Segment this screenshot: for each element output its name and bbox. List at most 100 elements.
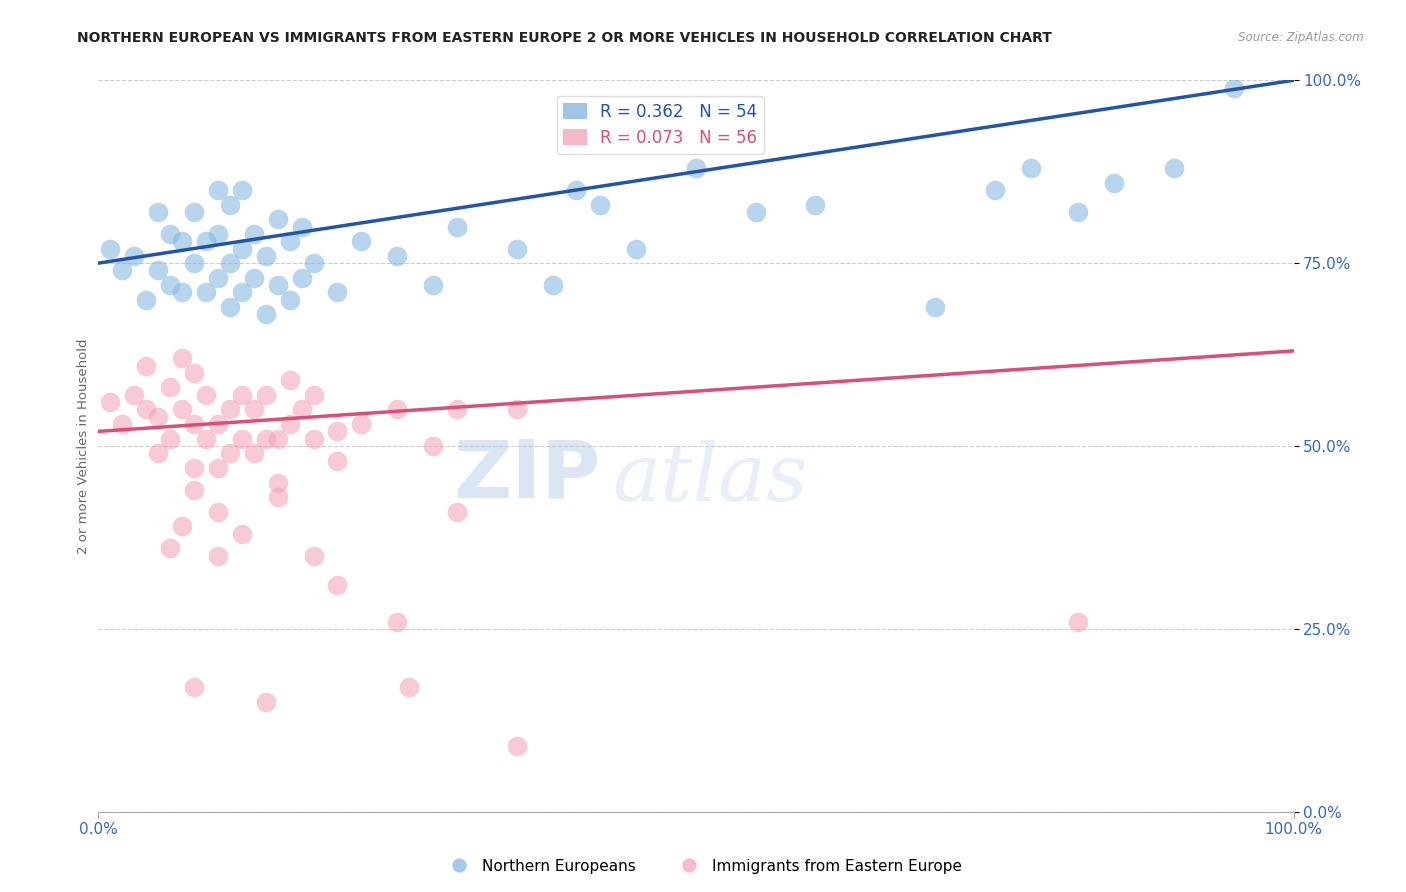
- Point: [195, 388, 218, 402]
- Point: [148, 409, 170, 424]
- Point: [98, 395, 122, 409]
- Point: [385, 402, 409, 417]
- Point: [183, 366, 205, 380]
- Y-axis label: 2 or more Vehicles in Household: 2 or more Vehicles in Household: [77, 338, 90, 554]
- Point: [231, 183, 253, 197]
- Point: [278, 417, 301, 431]
- Point: [804, 197, 827, 211]
- Point: [207, 505, 229, 519]
- Point: [278, 373, 301, 387]
- Point: [111, 417, 134, 431]
- Point: [565, 183, 588, 197]
- Point: [207, 549, 229, 563]
- Point: [385, 615, 409, 629]
- Point: [506, 242, 529, 256]
- Point: [207, 227, 229, 241]
- Point: [243, 446, 266, 460]
- Point: [302, 388, 325, 402]
- Point: [207, 417, 229, 431]
- Point: [124, 388, 146, 402]
- Point: [291, 270, 314, 285]
- Point: [183, 256, 205, 270]
- Point: [291, 219, 314, 234]
- Point: [1067, 205, 1090, 219]
- Text: ZIP: ZIP: [453, 436, 600, 515]
- Point: [195, 285, 218, 300]
- Point: [135, 359, 157, 373]
- Point: [267, 475, 290, 490]
- Point: [685, 161, 707, 175]
- Text: atlas: atlas: [613, 440, 807, 517]
- Point: [183, 483, 205, 497]
- Point: [183, 461, 205, 475]
- Legend: Northern Europeans, Immigrants from Eastern Europe: Northern Europeans, Immigrants from East…: [437, 853, 969, 880]
- Point: [135, 402, 157, 417]
- Point: [302, 432, 325, 446]
- Point: [267, 490, 290, 504]
- Point: [219, 446, 242, 460]
- Point: [172, 519, 194, 533]
- Point: [589, 197, 612, 211]
- Point: [278, 234, 301, 248]
- Point: [267, 278, 290, 293]
- Point: [183, 417, 205, 431]
- Point: [254, 307, 277, 321]
- Point: [195, 432, 218, 446]
- Point: [422, 278, 444, 293]
- Point: [172, 351, 194, 366]
- Point: [159, 541, 181, 556]
- Point: [183, 681, 205, 695]
- Point: [254, 695, 277, 709]
- Point: [350, 417, 373, 431]
- Point: [172, 285, 194, 300]
- Point: [302, 549, 325, 563]
- Point: [446, 219, 468, 234]
- Point: [1163, 161, 1185, 175]
- Point: [231, 242, 253, 256]
- Point: [1223, 80, 1246, 95]
- Point: [267, 212, 290, 227]
- Point: [159, 380, 181, 394]
- Point: [1104, 176, 1126, 190]
- Text: NORTHERN EUROPEAN VS IMMIGRANTS FROM EASTERN EUROPE 2 OR MORE VEHICLES IN HOUSEH: NORTHERN EUROPEAN VS IMMIGRANTS FROM EAS…: [77, 31, 1052, 45]
- Point: [626, 242, 648, 256]
- Point: [172, 234, 194, 248]
- Point: [124, 249, 146, 263]
- Point: [350, 234, 373, 248]
- Point: [159, 432, 181, 446]
- Point: [924, 300, 946, 314]
- Point: [219, 402, 242, 417]
- Point: [254, 432, 277, 446]
- Point: [207, 183, 229, 197]
- Point: [541, 278, 564, 293]
- Point: [398, 681, 420, 695]
- Point: [98, 242, 122, 256]
- Point: [254, 249, 277, 263]
- Point: [446, 402, 468, 417]
- Point: [148, 205, 170, 219]
- Point: [385, 249, 409, 263]
- Text: Source: ZipAtlas.com: Source: ZipAtlas.com: [1239, 31, 1364, 45]
- Point: [243, 227, 266, 241]
- Point: [231, 432, 253, 446]
- Point: [243, 270, 266, 285]
- Point: [326, 425, 349, 439]
- Point: [207, 461, 229, 475]
- Point: [422, 439, 444, 453]
- Point: [159, 278, 181, 293]
- Point: [219, 256, 242, 270]
- Point: [326, 453, 349, 467]
- Point: [745, 205, 768, 219]
- Point: [172, 402, 194, 417]
- Point: [243, 402, 266, 417]
- Point: [326, 285, 349, 300]
- Point: [1019, 161, 1042, 175]
- Point: [231, 526, 253, 541]
- Point: [219, 300, 242, 314]
- Point: [135, 293, 157, 307]
- Point: [148, 263, 170, 277]
- Point: [1067, 615, 1090, 629]
- Point: [267, 432, 290, 446]
- Point: [326, 578, 349, 592]
- Point: [183, 205, 205, 219]
